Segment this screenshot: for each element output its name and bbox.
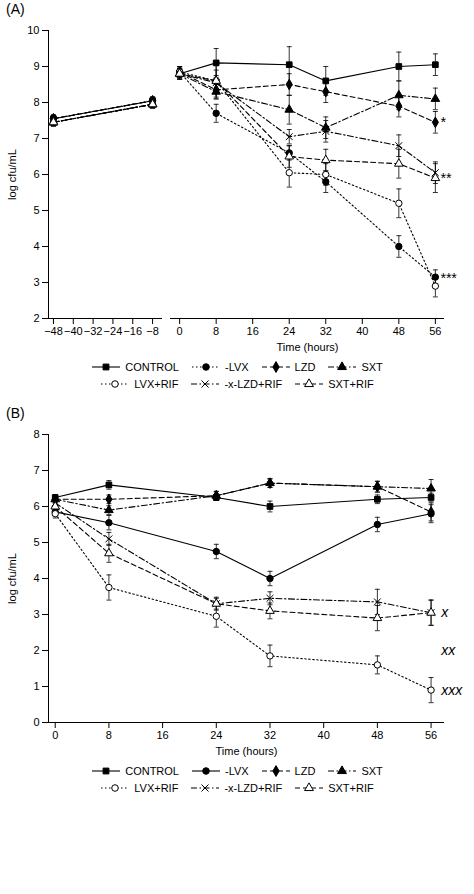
svg-text:56: 56	[429, 325, 441, 337]
svg-text:Time (hours): Time (hours)	[216, 745, 278, 757]
html-text:SXT+RIF: SXT+RIF	[328, 378, 374, 390]
svg-text:**: **	[440, 170, 451, 186]
svg-text:*: *	[440, 114, 446, 130]
svg-text:***: ***	[440, 270, 457, 286]
html-text:SXT: SXT	[361, 765, 383, 777]
html-text:CONTROL: CONTROL	[125, 765, 179, 777]
html-text:(A): (A)	[6, 1, 25, 17]
svg-text:6: 6	[33, 168, 39, 180]
svg-text:xx: xx	[440, 642, 456, 658]
svg-text:−40: −40	[64, 325, 83, 337]
svg-text:xxx: xxx	[440, 682, 463, 698]
svg-text:40: 40	[318, 729, 330, 741]
svg-text:2: 2	[33, 312, 39, 324]
html-text:LZD: LZD	[294, 361, 316, 373]
svg-text:56: 56	[425, 729, 437, 741]
svg-text:3: 3	[33, 608, 39, 620]
html-text:SXT+RIF: SXT+RIF	[328, 782, 374, 794]
svg-text:0: 0	[177, 325, 183, 337]
svg-text:log cfu/mL: log cfu/mL	[6, 553, 18, 604]
svg-text:2: 2	[33, 644, 39, 656]
svg-text:8: 8	[106, 729, 112, 741]
svg-text:4: 4	[33, 572, 39, 584]
html-text:SXT: SXT	[361, 361, 383, 373]
svg-text:7: 7	[33, 132, 39, 144]
svg-text:24: 24	[283, 325, 295, 337]
svg-text:4: 4	[33, 240, 39, 252]
html-text:LZD: LZD	[294, 765, 316, 777]
html-text:-x-LZD+RIF: -x-LZD+RIF	[224, 378, 283, 390]
svg-text:16: 16	[156, 729, 168, 741]
svg-text:7: 7	[33, 464, 39, 476]
html-text:CONTROL: CONTROL	[125, 361, 179, 373]
svg-text:8: 8	[33, 428, 39, 440]
svg-text:32: 32	[320, 325, 332, 337]
svg-text:0: 0	[52, 729, 58, 741]
svg-text:−16: −16	[123, 325, 142, 337]
svg-text:10: 10	[27, 24, 39, 36]
svg-text:−24: −24	[104, 325, 123, 337]
svg-text:1: 1	[33, 680, 39, 692]
svg-text:32: 32	[264, 729, 276, 741]
svg-text:6: 6	[33, 500, 39, 512]
svg-text:log cfu/mL: log cfu/mL	[6, 149, 18, 200]
html-text:-LVX: -LVX	[225, 765, 249, 777]
svg-text:24: 24	[210, 729, 222, 741]
svg-text:8: 8	[213, 325, 219, 337]
html-text:LVX+RIF: LVX+RIF	[134, 378, 179, 390]
svg-text:Time (hours): Time (hours)	[277, 341, 339, 353]
svg-text:−48: −48	[44, 325, 63, 337]
html-text:(B): (B)	[6, 405, 25, 421]
html-text:-x-LZD+RIF: -x-LZD+RIF	[224, 782, 283, 794]
svg-text:48: 48	[393, 325, 405, 337]
html-text:-LVX: -LVX	[225, 361, 249, 373]
svg-text:5: 5	[33, 536, 39, 548]
svg-text:5: 5	[33, 204, 39, 216]
svg-text:9: 9	[33, 60, 39, 72]
svg-text:48: 48	[371, 729, 383, 741]
svg-text:40: 40	[356, 325, 368, 337]
svg-text:8: 8	[33, 96, 39, 108]
svg-text:16: 16	[247, 325, 259, 337]
html-text:LVX+RIF: LVX+RIF	[134, 782, 179, 794]
svg-text:−8: −8	[146, 325, 159, 337]
svg-text:x: x	[440, 604, 449, 620]
svg-text:−32: −32	[84, 325, 103, 337]
svg-text:3: 3	[33, 276, 39, 288]
svg-text:0: 0	[33, 716, 39, 728]
